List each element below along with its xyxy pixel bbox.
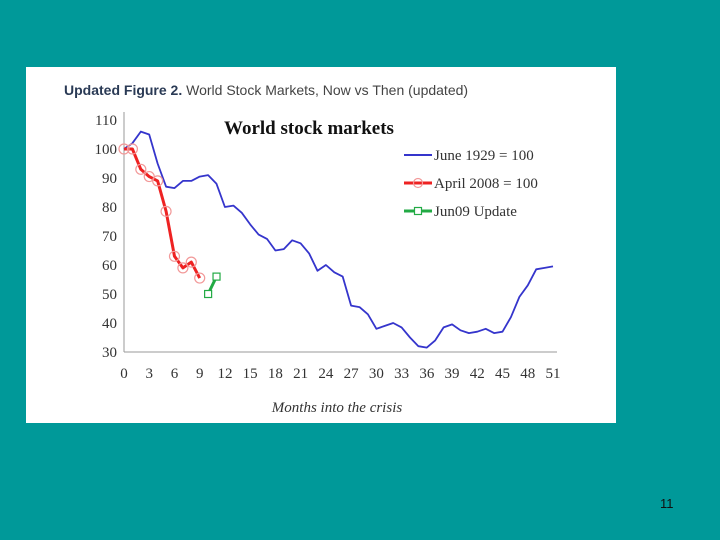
legend-label: April 2008 = 100: [434, 176, 538, 192]
data-point: [126, 143, 139, 155]
x-tick-label: 42: [470, 366, 485, 382]
legend: June 1929 = 100 April 2008 = 100 Jun09 Upd…: [404, 148, 538, 220]
series-1: [123, 130, 554, 349]
series-layer: [118, 130, 554, 349]
legend-item: June 1929 = 100: [404, 148, 534, 164]
legend-marker: [412, 177, 424, 189]
x-tick-label: 0: [120, 366, 128, 382]
data-point: [212, 272, 221, 281]
y-tick-label: 60: [102, 258, 117, 274]
data-point: [194, 272, 206, 284]
chart-title: World stock markets: [224, 118, 394, 139]
figure-panel: Updated Figure 2. World Stock Markets, N…: [26, 67, 616, 423]
y-tick-label: 30: [102, 345, 117, 361]
legend-marker: [413, 206, 423, 216]
slide-number: 11: [660, 496, 674, 511]
legend-label: June 1929 = 100: [434, 148, 534, 164]
y-tick-label: 50: [102, 287, 117, 303]
caption-text: World Stock Markets, Now vs Then (update…: [186, 82, 469, 98]
legend-item: Jun09 Update: [404, 204, 517, 220]
y-tick-labels: 30 40 50 60 70 80 90 100 110: [95, 113, 118, 361]
x-tick-label: 51: [546, 366, 561, 382]
caption-bold: Updated Figure 2.: [64, 82, 183, 98]
y-tick-label: 110: [95, 113, 117, 129]
x-tick-label: 27: [344, 366, 360, 382]
data-point: [168, 250, 181, 262]
data-point: [185, 256, 197, 268]
x-tick-label: 48: [520, 366, 535, 382]
data-point: [204, 289, 213, 299]
x-tick-label: 21: [293, 366, 308, 382]
x-tick-label: 45: [495, 366, 510, 382]
x-axis-label: Months into the crisis: [271, 400, 403, 416]
series-line: [123, 130, 554, 349]
chart-axes: [123, 112, 557, 353]
legend-item: April 2008 = 100: [404, 176, 538, 192]
y-tick-label: 70: [102, 229, 117, 245]
x-tick-labels: 0 3 6 9 12 15 18 21 24 27 30 33 36 39 42 45 48 51: [120, 366, 560, 382]
series-3: [204, 272, 221, 299]
y-tick-label: 90: [102, 171, 117, 187]
x-tick-label: 36: [419, 366, 435, 382]
x-tick-label: 3: [145, 366, 153, 382]
x-tick-label: 24: [318, 366, 334, 382]
x-tick-label: 6: [171, 366, 179, 382]
legend-label: Jun09 Update: [434, 204, 517, 220]
x-tick-label: 12: [217, 366, 232, 382]
x-tick-label: 39: [445, 366, 460, 382]
x-tick-label: 18: [268, 366, 283, 382]
x-tick-label: 9: [196, 366, 204, 382]
x-tick-label: 30: [369, 366, 384, 382]
data-point: [177, 262, 189, 274]
y-tick-label: 80: [102, 200, 117, 216]
y-tick-label: 40: [102, 316, 117, 332]
data-point: [160, 205, 172, 217]
series-2: [118, 143, 206, 284]
x-tick-label: 33: [394, 366, 409, 382]
data-point: [118, 143, 130, 155]
data-point: [152, 175, 164, 187]
data-point: [135, 163, 147, 175]
y-tick-label: 100: [95, 142, 118, 158]
x-tick-label: 15: [243, 366, 258, 382]
figure-caption: Updated Figure 2. World Stock Markets, N…: [64, 82, 468, 98]
